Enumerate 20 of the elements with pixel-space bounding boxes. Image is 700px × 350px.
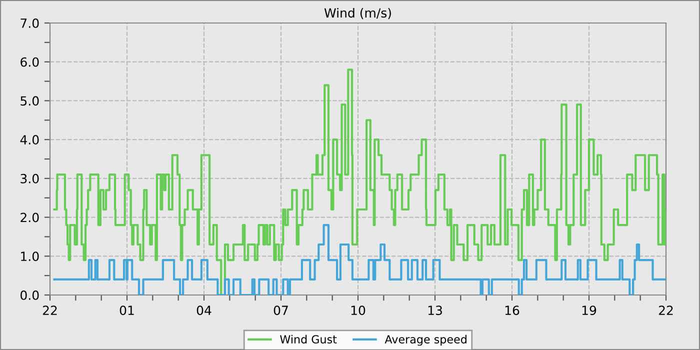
x-tick-label: 10 [351, 306, 366, 316]
y-tick-label: 3.0 [20, 174, 39, 184]
chart-title: Wind (m/s) [324, 8, 391, 20]
x-tick-label: 22 [42, 306, 57, 315]
x-tick-label: 19 [582, 306, 596, 316]
y-tick-label: 2.0 [20, 212, 39, 222]
x-tick-label: 01 [120, 306, 134, 316]
x-tick-label: 22 [658, 306, 673, 315]
y-tick-label: 0.0 [20, 290, 39, 300]
x-tick-label: 13 [428, 306, 442, 316]
y-tick-label: 4.0 [20, 135, 39, 144]
y-tick-label: 1.0 [21, 252, 39, 262]
x-tick-label: 16 [505, 306, 520, 316]
y-tick-label: 5.0 [20, 96, 39, 106]
y-tick-label: 6.0 [20, 57, 39, 67]
legend-label: Average speed [384, 334, 466, 346]
legend-label: Wind Gust [280, 334, 337, 344]
x-tick-label: 04 [196, 306, 212, 316]
y-tick-label: 7.0 [20, 18, 39, 28]
x-tick-label: 07 [274, 306, 288, 316]
